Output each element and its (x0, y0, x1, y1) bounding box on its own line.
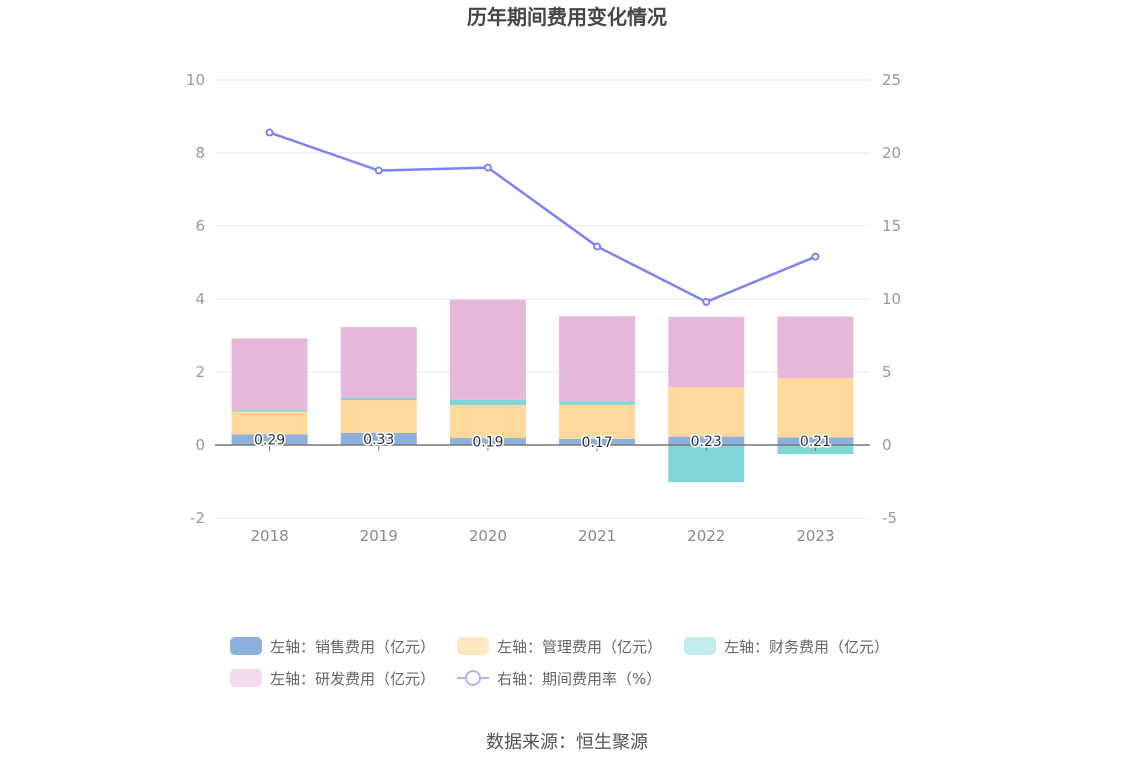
rate-line (269, 131, 816, 304)
legend: 左轴：销售费用（亿元） 左轴：管理费用（亿元） 左轴：财务费用（亿元） 左轴：研… (230, 630, 930, 694)
bar-2020-series-3 (449, 299, 526, 400)
right-tick-label: 25 (882, 71, 901, 89)
bar-2018-series-2 (231, 409, 308, 412)
bar-2020-series-2 (449, 399, 526, 406)
legend-label-rate: 右轴：期间费用率（%） (497, 669, 662, 688)
x-tick-label: 2023 (796, 527, 834, 545)
bar-series (231, 299, 854, 483)
rate-point-2018 (265, 128, 274, 137)
right-axis-ticks: 25 20 15 10 5 0 -5 (882, 71, 901, 527)
bar-2023-series-1 (777, 378, 854, 438)
bar-2020-series-0 (449, 438, 526, 445)
rate-point-2021 (593, 242, 602, 251)
bar-2021-series-0 (559, 438, 636, 445)
legend-item-finance[interactable]: 左轴：财务费用（亿元） (684, 636, 889, 657)
x-tick-label: 2019 (360, 527, 398, 545)
legend-item-sales[interactable]: 左轴：销售费用（亿元） (230, 636, 435, 657)
right-tick-label: -5 (882, 509, 897, 527)
right-tick-label: 5 (882, 363, 892, 381)
right-tick-label: 20 (882, 144, 901, 162)
data-label-2022: 0.23 (691, 434, 722, 450)
legend-swatch-rnd (230, 669, 262, 687)
legend-label-finance: 左轴：财务费用（亿元） (724, 637, 890, 656)
legend-line-marker (457, 669, 490, 687)
bar-2022-series-2 (668, 445, 745, 483)
legend-label-rnd: 左轴：研发费用（亿元） (270, 669, 436, 688)
right-tick-label: 15 (882, 217, 901, 235)
left-axis-ticks: 10 8 6 4 2 0 -2 (186, 71, 205, 527)
x-tick-label: 2022 (687, 527, 725, 545)
rate-point-2023 (811, 252, 820, 261)
left-tick-label: 0 (195, 436, 205, 454)
legend-swatch-sales (230, 637, 262, 655)
legend-item-rate[interactable]: 右轴：期间费用率（%） (457, 668, 661, 689)
x-axis: 2018 2019 2020 2021 2022 2023 (215, 444, 870, 545)
data-label-2018: 0.29 (254, 433, 285, 449)
left-tick-label: 2 (195, 363, 205, 381)
source-note: 数据来源：恒生聚源 (486, 732, 648, 753)
legend-swatch-finance (684, 637, 717, 655)
rate-point-2020 (483, 163, 492, 172)
bar-2019-series-1 (340, 400, 417, 433)
left-tick-label: 4 (195, 290, 205, 308)
bar-2023-series-0 (777, 437, 854, 445)
bar-2019-series-0 (340, 432, 417, 445)
bar-2018-series-1 (231, 411, 308, 435)
x-tick-label: 2018 (250, 527, 288, 545)
bar-2021-series-2 (559, 401, 636, 405)
left-tick-label: 10 (186, 71, 205, 89)
bar-2019-series-2 (340, 397, 417, 401)
left-tick-label: -2 (190, 509, 205, 527)
bar-2018-series-0 (231, 434, 308, 445)
bar-2022-series-3 (668, 316, 745, 388)
legend-item-admin[interactable]: 左轴：管理费用（亿元） (457, 636, 662, 657)
data-label-2019: 0.33 (363, 432, 394, 448)
rate-point-2022 (702, 297, 711, 306)
legend-row-1: 左轴：销售费用（亿元） 左轴：管理费用（亿元） 左轴：财务费用（亿元） (230, 630, 930, 662)
bar-2021-series-3 (559, 316, 636, 402)
bar-2023-series-3 (777, 316, 854, 379)
legend-label-sales: 左轴：销售费用（亿元） (270, 637, 436, 656)
bar-2020-series-1 (449, 405, 526, 439)
legend-item-rnd[interactable]: 左轴：研发费用（亿元） (230, 668, 435, 689)
left-tick-label: 6 (195, 217, 205, 235)
bar-2018-series-3 (231, 338, 308, 410)
data-label-2021: 0.17 (581, 435, 612, 451)
bar-2021-series-1 (559, 404, 636, 439)
bar-2019-series-3 (340, 327, 417, 398)
x-tick-label: 2021 (578, 527, 616, 545)
rate-point-2019 (374, 166, 383, 175)
legend-swatch-admin (457, 637, 490, 655)
left-tick-label: 8 (195, 144, 205, 162)
right-tick-label: 10 (882, 290, 901, 308)
data-labels: 0.29 0.33 0.19 0.17 0.23 0.21 (252, 430, 832, 452)
bar-2022-series-0 (668, 436, 745, 445)
x-tick-label: 2020 (469, 527, 507, 545)
legend-label-admin: 左轴：管理费用（亿元） (497, 637, 663, 656)
data-label-2023: 0.21 (800, 434, 831, 450)
legend-row-2: 左轴：研发费用（亿元） 右轴：期间费用率（%） (230, 662, 930, 694)
data-label-2020: 0.19 (472, 435, 503, 451)
chart-title: 历年期间费用变化情况 (467, 5, 667, 29)
line-series (265, 128, 820, 306)
right-tick-label: 0 (882, 436, 892, 454)
bar-2022-series-1 (668, 387, 745, 437)
gridlines (215, 79, 870, 519)
